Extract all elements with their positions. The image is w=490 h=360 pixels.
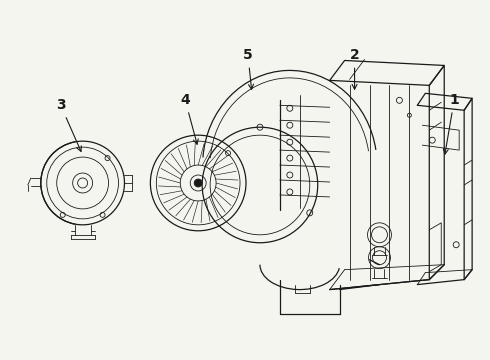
Circle shape <box>194 179 202 187</box>
Text: 3: 3 <box>56 98 81 152</box>
Text: 4: 4 <box>180 93 198 144</box>
Text: 5: 5 <box>243 49 253 89</box>
Text: 1: 1 <box>443 93 459 154</box>
Text: 2: 2 <box>350 49 360 89</box>
